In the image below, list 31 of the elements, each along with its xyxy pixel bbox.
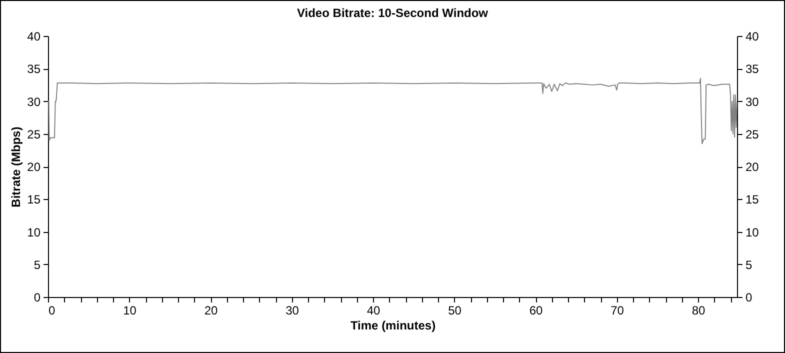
y-tick-label: 10	[27, 225, 41, 240]
y-tick-label: 5	[34, 258, 41, 272]
x-tick-label: 10	[123, 304, 137, 318]
x-tick-label: 60	[529, 304, 543, 318]
y2-tick-label: 5	[746, 258, 752, 272]
y2-tick-label: 15	[746, 192, 760, 207]
x-tick-label: 20	[204, 304, 218, 318]
y-axis-title: Bitrate (Mbps)	[9, 126, 24, 208]
y-tick-label: 30	[27, 94, 41, 109]
y2-tick-label: 0	[746, 290, 752, 304]
x-tick-label: 70	[610, 304, 624, 318]
y2-tick-label: 25	[746, 127, 760, 142]
y2-tick-label: 40	[746, 30, 760, 44]
chart-title: Video Bitrate: 10-Second Window	[296, 6, 489, 20]
y-tick-label: 25	[27, 127, 41, 142]
x-tick-label: 0	[48, 304, 56, 318]
x-tick-label: 50	[448, 304, 462, 318]
y-tick-label: 0	[34, 290, 41, 304]
y-tick-label: 20	[27, 160, 41, 174]
y2-tick-label: 10	[746, 225, 760, 240]
y2-tick-label: 35	[746, 62, 760, 76]
x-axis-title: Time (minutes)	[350, 318, 436, 332]
y2-tick-label: 30	[746, 94, 760, 109]
x-tick-label: 80	[692, 304, 706, 318]
line-series	[48, 78, 738, 144]
y-tick-label: 35	[27, 62, 41, 76]
y2-tick-label: 20	[746, 160, 760, 174]
x-tick-label: 40	[366, 304, 380, 318]
y-tick-label: 15	[27, 192, 41, 207]
y-tick-label: 40	[27, 30, 41, 44]
x-tick-label: 30	[286, 304, 300, 318]
